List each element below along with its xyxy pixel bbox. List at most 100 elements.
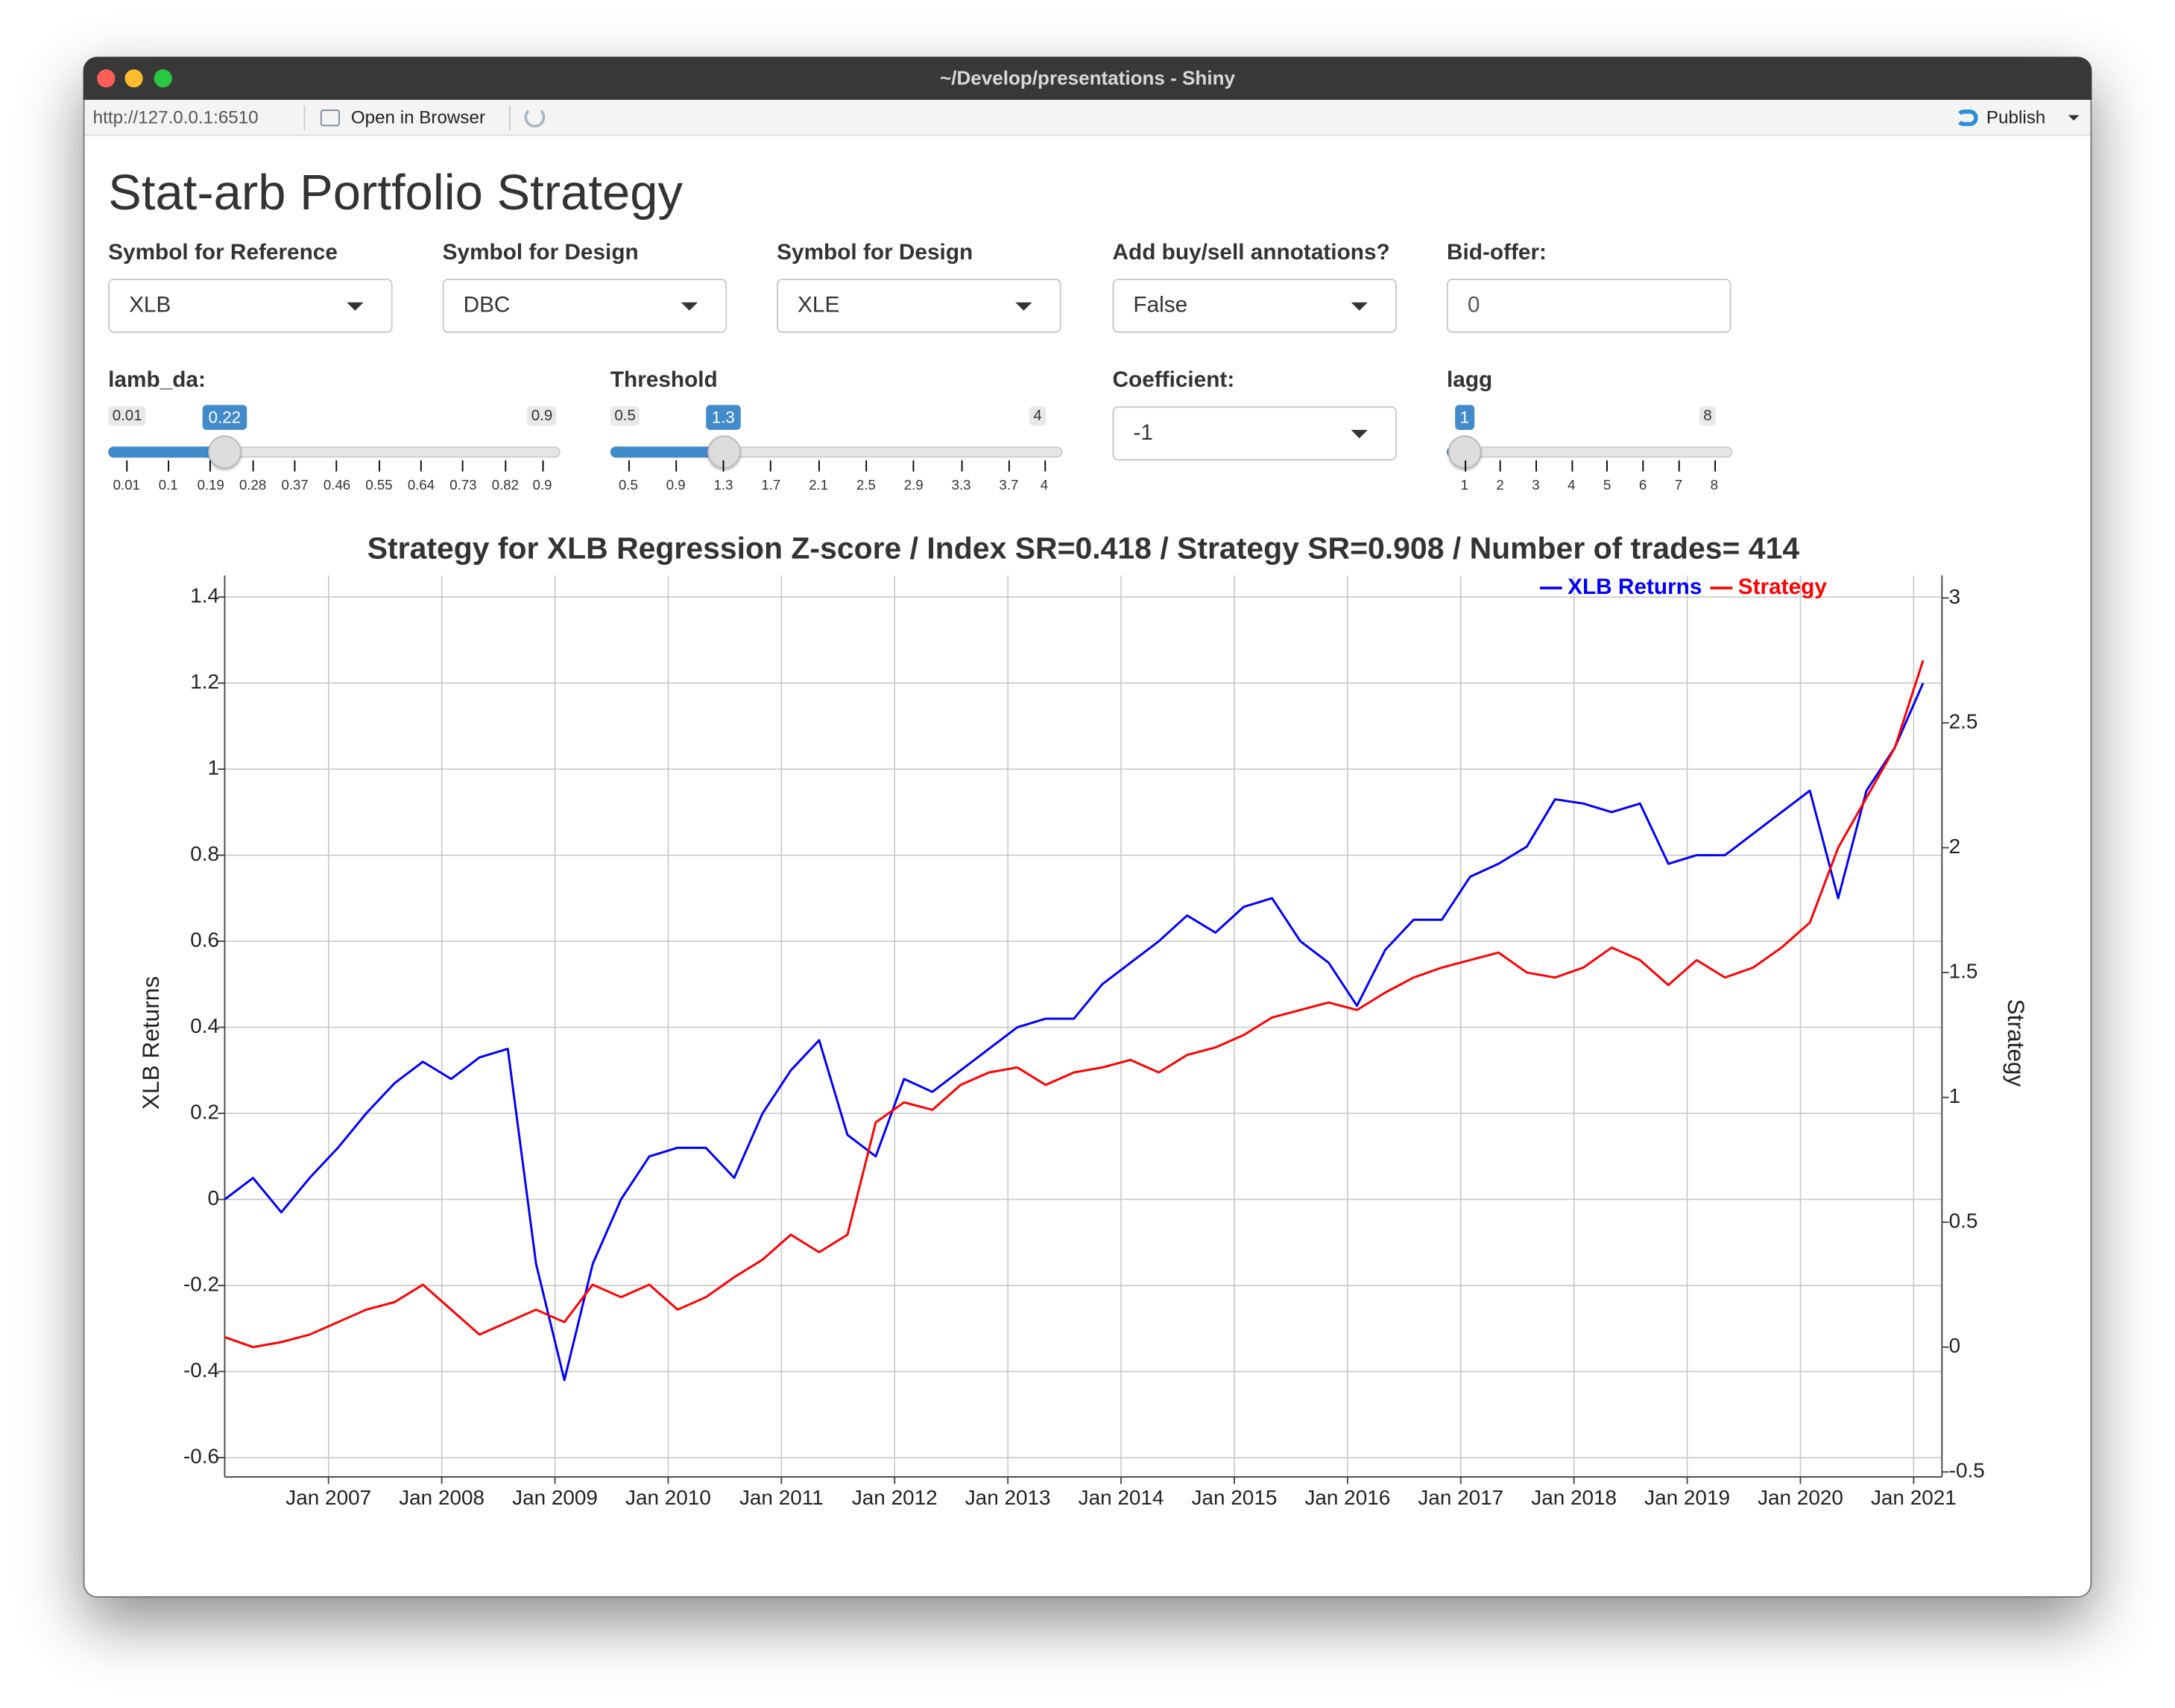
slider-tick [770,460,772,472]
url[interactable]: http://127.0.0.1:6510 [92,107,259,128]
slider-max: 8 [1699,406,1717,426]
slider-max: 4 [1029,406,1047,426]
chart-title: Strategy for XLB Regression Z-score / In… [367,531,1800,566]
slider-tick-label: 0.9 [532,478,552,494]
y2-tick-label: 0.5 [1949,1209,1978,1233]
publish-caret[interactable] [2068,115,2080,121]
slider-tick-label: 0.1 [158,478,178,494]
slider-tick [1571,460,1573,472]
input-label: Add buy/sell annotations? [1112,241,1390,265]
slider-tick-label: 0.73 [449,478,477,494]
select[interactable]: -1 [1112,406,1397,461]
slider-track [1446,446,1733,458]
slider-tick-label: 3.3 [951,478,971,494]
slider-tick-label: 2.5 [856,478,876,494]
x-tick-label: Jan 2007 [285,1486,371,1509]
slider-tick [125,460,127,472]
slider-tick [865,460,867,472]
y-tick-label: 1 [208,756,220,779]
slider-label: Threshold [610,369,718,393]
y2-tick-label: 1 [1949,1084,1961,1107]
slider-max: 0.9 [527,406,557,426]
y2-tick-label: 1.5 [1949,959,1978,982]
x-tick-label: Jan 2011 [739,1486,824,1509]
y-tick-label: -0.6 [183,1444,219,1467]
window-title: ~/Develop/presentations - Shiny [940,66,1235,89]
slider-value: 1.3 [706,405,741,430]
legend-label: Strategy [1738,575,1828,599]
chart: Strategy for XLB Regression Z-score / In… [137,531,2030,1509]
separator [508,105,511,130]
slider-tick [462,460,464,472]
slider-tick-label: 5 [1603,478,1611,494]
slider[interactable]: 0.5 4 1.3 0.5 0.9 1.3 1.7 2.1 2.5 2.9 3.3 3.7 4 [610,402,1063,499]
select-value: XLB [129,294,171,318]
slider-tick [1606,460,1609,472]
slider-tick [1464,460,1466,472]
slider-tick [912,460,915,472]
slider-tick-label: 0.82 [491,478,520,494]
slider-tick [167,460,169,472]
x-tick-label: Jan 2019 [1644,1486,1730,1509]
slider-tick [818,460,820,472]
slider-handle[interactable] [207,435,242,469]
select[interactable]: False [1112,279,1397,333]
y-tick-label: -0.2 [183,1272,219,1295]
slider-tick-label: 0.46 [323,478,351,494]
slider-tick-label: 1.7 [761,478,781,494]
slider-tick-label: 1.3 [713,478,733,494]
data-line [224,683,1925,1382]
slider-tick-label: 0.19 [197,478,224,494]
refresh-button[interactable] [524,107,546,128]
slider-tick-label: 4 [1568,478,1576,494]
y-tick-label: 0.4 [190,1014,219,1037]
text-input[interactable]: 0 [1446,279,1732,333]
x-tick-label: Jan 2018 [1531,1486,1617,1509]
slider-tick-label: 2.1 [809,478,829,494]
slider-tick [1008,460,1010,472]
input-label: Symbol for Design [442,241,639,265]
slider-tick-label: 0.28 [239,478,267,494]
separator [303,105,306,130]
caret [1351,429,1368,439]
slider-tick [1044,460,1046,472]
slider-tick-label: 4 [1040,478,1049,494]
y-axis-title: XLB Returns [137,976,164,1110]
caret [1351,302,1368,311]
publish-button[interactable]: Publish [1986,107,2046,128]
slider-tick [504,460,506,472]
select[interactable]: XLE [777,279,1061,333]
slider-tick-label: 0.37 [281,478,309,494]
minimize-button[interactable] [124,69,143,88]
select[interactable]: DBC [442,279,727,333]
slider[interactable]: 8 1 1 2 3 4 5 6 7 8 [1446,402,1733,499]
select-value: False [1133,294,1188,318]
slider-tick [1642,460,1644,472]
close-button[interactable] [97,69,116,88]
slider-label: lamb_da: [108,369,206,393]
slider-tick [378,460,380,472]
input-label: Bid-offer: [1446,241,1547,265]
slider-tick [722,460,725,472]
legend-label: XLB Returns [1568,575,1702,599]
caret [347,302,364,311]
slider-tick-label: 3.7 [999,478,1019,494]
y2-axis-title: Strategy [2003,999,2030,1087]
select-value: -1 [1133,421,1153,446]
caret [681,302,698,311]
open-in-browser[interactable]: Open in Browser [350,107,486,128]
y-tick-label: 0.6 [190,928,219,951]
y2-tick-label: 0 [1949,1334,1961,1357]
slider-tick-label: 0.9 [666,478,686,494]
slider[interactable]: 0.01 0.9 0.22 0.01 0.1 0.19 0.28 0.37 0.46 0.55 0.… [108,402,561,499]
zoom-button[interactable] [154,69,172,88]
y2-tick-label: 2.5 [1949,709,1978,733]
app-title: Stat-arb Portfolio Strategy [108,163,683,221]
select[interactable]: XLB [108,279,393,333]
slider-label: lagg [1446,369,1493,393]
slider-tick-label: 0.64 [407,478,435,494]
slider-tick [960,460,962,472]
x-tick-label: Jan 2012 [852,1486,938,1509]
slider-tick-label: 2 [1496,478,1504,494]
select-value: XLE [798,294,840,318]
